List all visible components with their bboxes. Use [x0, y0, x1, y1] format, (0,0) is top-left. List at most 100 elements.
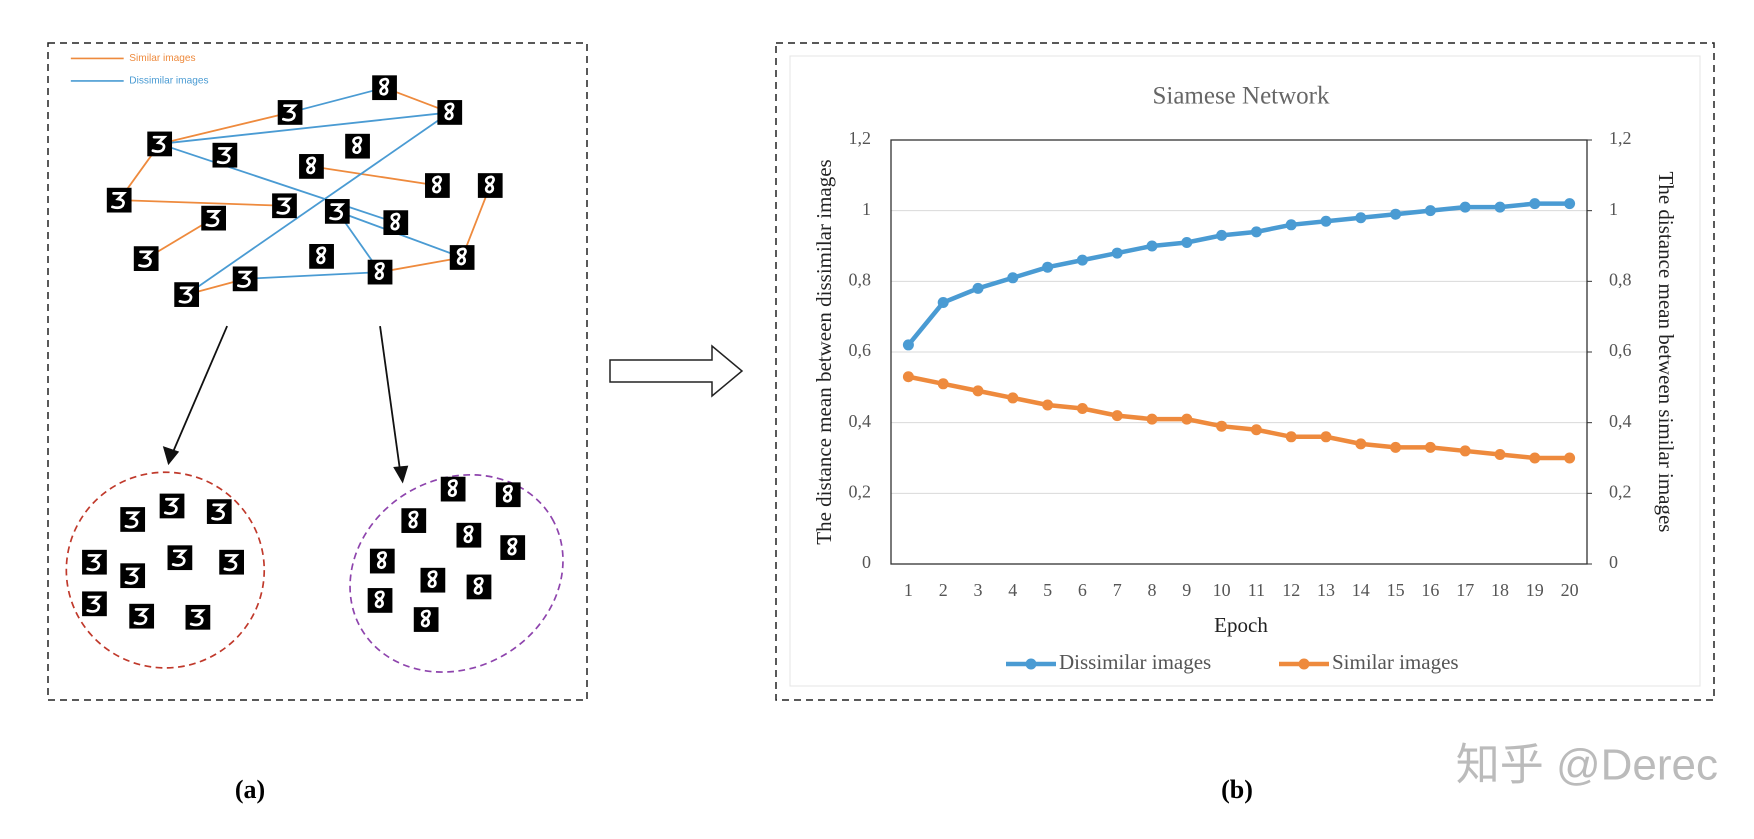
- digit-image: [440, 476, 466, 502]
- x-tick-label: 4: [1008, 580, 1017, 600]
- arrows: [162, 325, 409, 484]
- legend-label: Similar images: [129, 53, 195, 64]
- data-point: [902, 371, 914, 383]
- digit-stroke: [151, 135, 168, 153]
- digit-stroke: [205, 210, 222, 228]
- data-point: [1390, 208, 1402, 220]
- data-point: [1042, 399, 1054, 411]
- digit-stroke: [427, 570, 438, 589]
- data-point: [1250, 424, 1262, 436]
- y-tick-label: 1,2: [849, 128, 872, 148]
- x-tick-label: 2: [939, 580, 948, 600]
- x-tick-label: 17: [1456, 580, 1474, 600]
- y2-tick-label: 0: [1609, 552, 1618, 572]
- digit-stroke: [352, 136, 363, 155]
- digit-stroke: [376, 551, 388, 569]
- x-tick-label: 1: [904, 580, 913, 600]
- panel-a-frame: [47, 42, 588, 701]
- data-point: [1459, 201, 1471, 213]
- digit-image: [106, 187, 132, 213]
- data-point: [937, 297, 949, 309]
- watermark: 知乎 @Derec: [1456, 741, 1718, 790]
- digit-stroke: [447, 479, 458, 497]
- digit-image: [82, 591, 107, 617]
- digit-stroke: [408, 510, 419, 529]
- digit-image: [413, 607, 439, 632]
- data-point: [1007, 272, 1019, 284]
- digit-stroke: [306, 156, 317, 175]
- transition-arrow: [609, 344, 744, 398]
- data-point: [1111, 410, 1123, 422]
- digit-image: [372, 75, 397, 101]
- y2-tick-label: 0,8: [1609, 269, 1632, 289]
- digit-image: [129, 603, 155, 629]
- legend-label: Dissimilar images: [1059, 650, 1211, 674]
- data-point: [1320, 431, 1332, 443]
- x-tick-label: 13: [1317, 580, 1335, 600]
- digit-image: [495, 482, 521, 508]
- digit-image: [185, 604, 211, 630]
- data-point: [972, 282, 984, 294]
- cluster-3: [65, 471, 266, 669]
- digit-stroke: [379, 77, 390, 96]
- digit-image: [477, 173, 503, 198]
- series-line: [906, 201, 1570, 347]
- digit-image: [272, 193, 297, 219]
- x-tick-label: 10: [1213, 580, 1231, 600]
- digit-stroke: [216, 147, 233, 165]
- chart-title: Siamese Network: [1152, 83, 1330, 110]
- legend-marker: [1025, 658, 1037, 670]
- y2-axis-label: The distance mean between similar images: [1654, 172, 1678, 533]
- digit-image: [367, 259, 393, 285]
- x-tick-label: 15: [1387, 580, 1405, 600]
- y-tick-label: 0,2: [849, 481, 872, 501]
- digit-stroke: [329, 203, 346, 221]
- plot-frame: [890, 139, 1588, 565]
- data-point: [1076, 254, 1088, 266]
- digit-image: [466, 574, 492, 600]
- data-point: [1181, 413, 1193, 425]
- caption: (a): [235, 775, 265, 804]
- x-tick-label: 19: [1526, 580, 1544, 600]
- digit-stroke: [420, 609, 431, 628]
- data-point: [1494, 201, 1506, 213]
- digit-stroke: [432, 175, 443, 194]
- digit-image: [420, 567, 446, 593]
- chart-area: [789, 55, 1701, 687]
- legend-marker: [1298, 658, 1310, 670]
- digit-stroke: [211, 503, 228, 521]
- digit-image: [367, 588, 393, 613]
- digit-image: [167, 545, 193, 571]
- y-tick-label: 0,8: [849, 269, 872, 289]
- y-tick-label: 0,6: [849, 340, 872, 360]
- digit-stroke: [171, 549, 188, 567]
- data-point: [1424, 205, 1436, 217]
- digit-stroke: [189, 609, 206, 627]
- digit-image: [345, 133, 370, 159]
- x-tick-label: 7: [1113, 580, 1122, 600]
- digit-image: [120, 563, 146, 589]
- y2-tick-label: 0,4: [1609, 411, 1632, 431]
- digit-stroke: [374, 590, 385, 609]
- digit-stroke: [124, 567, 141, 585]
- panel-b-frame: [775, 42, 1715, 701]
- data-point: [1459, 445, 1471, 457]
- x-tick-label: 3: [974, 580, 983, 600]
- series-line: [907, 374, 1570, 461]
- digit-image: [383, 210, 409, 235]
- digit-stroke: [507, 537, 518, 556]
- digit-image: [449, 245, 475, 270]
- data-point: [1250, 226, 1262, 238]
- y-axis-label: The distance mean between dissimilar ima…: [812, 159, 836, 544]
- digit-stroke: [178, 286, 195, 304]
- data-point: [902, 339, 914, 351]
- data-point: [1285, 219, 1297, 231]
- legend-label: Dissimilar images: [129, 76, 208, 87]
- x-tick-label: 6: [1078, 580, 1087, 600]
- data-point: [1494, 448, 1506, 460]
- digit-stroke: [223, 554, 240, 572]
- x-tick-label: 20: [1561, 580, 1579, 600]
- digit-stroke: [163, 497, 180, 515]
- data-point: [1355, 438, 1367, 450]
